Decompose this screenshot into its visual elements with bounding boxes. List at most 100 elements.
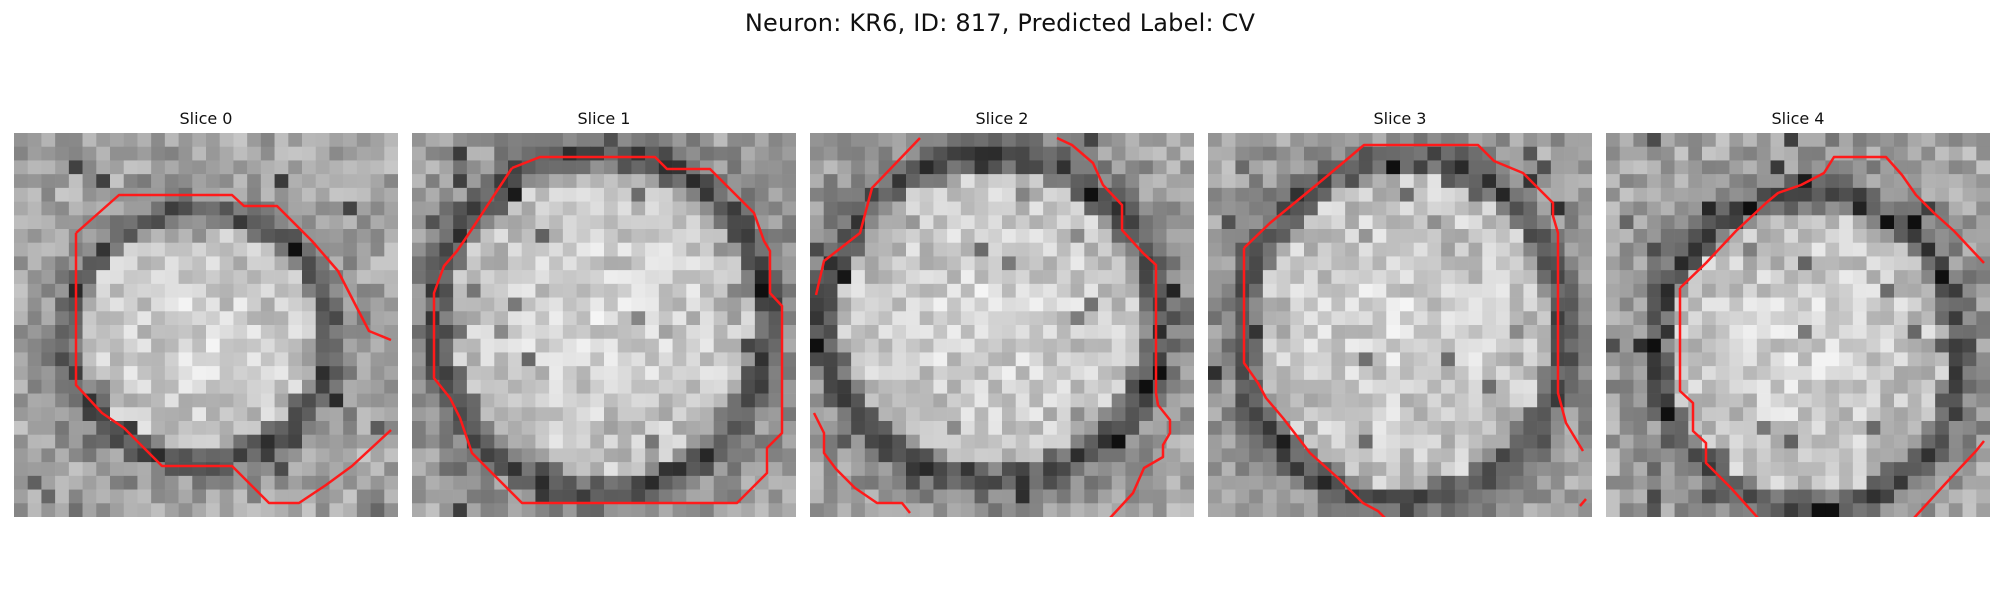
pixel-cell bbox=[1633, 448, 1648, 463]
pixel-cell bbox=[356, 133, 371, 148]
pixel-cell bbox=[1976, 311, 1990, 326]
pixel-cell bbox=[1249, 325, 1264, 340]
pixel-cell bbox=[1111, 229, 1126, 244]
pixel-cell bbox=[288, 256, 303, 271]
slice-0-image bbox=[14, 133, 398, 517]
pixel-cell bbox=[837, 503, 852, 517]
pixel-cell bbox=[851, 338, 866, 353]
pixel-cell bbox=[1935, 448, 1950, 463]
pixel-cell bbox=[466, 475, 481, 490]
pixel-cell bbox=[68, 174, 83, 189]
pixel-cell bbox=[933, 366, 948, 381]
pixel-cell bbox=[892, 366, 907, 381]
pixel-cell bbox=[672, 352, 687, 367]
pixel-cell bbox=[1139, 407, 1154, 422]
pixel-cell bbox=[576, 229, 591, 244]
pixel-cell bbox=[672, 311, 687, 326]
pixel-cell bbox=[206, 160, 221, 175]
pixel-cell bbox=[453, 160, 468, 175]
pixel-cell bbox=[864, 366, 879, 381]
pixel-cell bbox=[206, 407, 221, 422]
pixel-cell bbox=[1180, 215, 1194, 230]
pixel-cell bbox=[370, 242, 385, 257]
pixel-cell bbox=[1743, 256, 1758, 271]
pixel-cell bbox=[110, 325, 125, 340]
pixel-cell bbox=[1550, 187, 1565, 202]
pixel-cell bbox=[590, 242, 605, 257]
pixel-cell bbox=[412, 407, 427, 422]
pixel-cell bbox=[1523, 160, 1538, 175]
pixel-cell bbox=[700, 407, 715, 422]
pixel-cell bbox=[1852, 379, 1867, 394]
pixel-cell bbox=[1249, 379, 1264, 394]
pixel-cell bbox=[1578, 311, 1592, 326]
pixel-cell bbox=[1619, 503, 1634, 517]
pixel-cell bbox=[1866, 393, 1881, 408]
slice-4-contour bbox=[1679, 155, 1985, 289]
pixel-cell bbox=[68, 462, 83, 477]
pixel-cell bbox=[1331, 407, 1346, 422]
pixel-cell bbox=[384, 393, 398, 408]
pixel-cell bbox=[1647, 462, 1662, 477]
pixel-cell bbox=[960, 475, 975, 490]
pixel-cell bbox=[1852, 270, 1867, 285]
pixel-cell bbox=[1537, 133, 1552, 148]
pixel-cell bbox=[521, 421, 536, 436]
pixel-cell bbox=[1043, 338, 1058, 353]
pixel-cell bbox=[110, 366, 125, 381]
pixel-cell bbox=[1427, 489, 1442, 504]
pixel-cell bbox=[933, 133, 948, 148]
pixel-cell bbox=[151, 133, 166, 148]
pixel-cell bbox=[617, 503, 632, 517]
pixel-cell bbox=[96, 174, 111, 189]
pixel-cell bbox=[1756, 229, 1771, 244]
pixel-cell bbox=[1921, 311, 1936, 326]
pixel-cell bbox=[1427, 256, 1442, 271]
pixel-cell bbox=[1400, 338, 1415, 353]
pixel-cell bbox=[164, 201, 179, 216]
pixel-cell bbox=[1290, 338, 1305, 353]
pixel-cell bbox=[1180, 475, 1194, 490]
pixel-cell bbox=[590, 338, 605, 353]
pixel-cell bbox=[1798, 448, 1813, 463]
pixel-cell bbox=[892, 133, 907, 148]
pixel-cell bbox=[658, 215, 673, 230]
pixel-cell bbox=[1743, 407, 1758, 422]
pixel-cell bbox=[315, 174, 330, 189]
pixel-cell bbox=[604, 393, 619, 408]
pixel-cell bbox=[1400, 297, 1415, 312]
pixel-cell bbox=[1413, 448, 1428, 463]
pixel-cell bbox=[1606, 462, 1621, 477]
pixel-cell bbox=[1304, 283, 1319, 298]
pixel-cell bbox=[1441, 297, 1456, 312]
pixel-cell bbox=[919, 503, 934, 517]
pixel-cell bbox=[480, 229, 495, 244]
pixel-cell bbox=[1015, 434, 1030, 449]
pixel-cell bbox=[960, 201, 975, 216]
pixel-cell bbox=[1619, 489, 1634, 504]
pixel-cell bbox=[810, 379, 825, 394]
pixel-cell bbox=[356, 174, 371, 189]
pixel-cell bbox=[1221, 160, 1236, 175]
pixel-cell bbox=[110, 434, 125, 449]
pixel-cell bbox=[1811, 201, 1826, 216]
figure-title: Neuron: KR6, ID: 817, Predicted Label: C… bbox=[744, 9, 1256, 37]
pixel-cell bbox=[1166, 201, 1181, 216]
pixel-cell bbox=[14, 215, 29, 230]
pixel-cell bbox=[535, 407, 550, 422]
pixel-cell bbox=[878, 242, 893, 257]
pixel-cell bbox=[14, 270, 29, 285]
pixel-cell bbox=[1413, 434, 1428, 449]
pixel-cell bbox=[55, 242, 70, 257]
pixel-cell bbox=[1111, 393, 1126, 408]
pixel-cell bbox=[1043, 407, 1058, 422]
pixel-cell bbox=[1482, 393, 1497, 408]
pixel-cell bbox=[151, 475, 166, 490]
pixel-cell bbox=[1866, 448, 1881, 463]
pixel-cell bbox=[1125, 325, 1140, 340]
pixel-cell bbox=[439, 462, 454, 477]
pixel-cell bbox=[1468, 215, 1483, 230]
pixel-cell bbox=[1523, 393, 1538, 408]
pixel-cell bbox=[1688, 462, 1703, 477]
pixel-cell bbox=[68, 187, 83, 202]
